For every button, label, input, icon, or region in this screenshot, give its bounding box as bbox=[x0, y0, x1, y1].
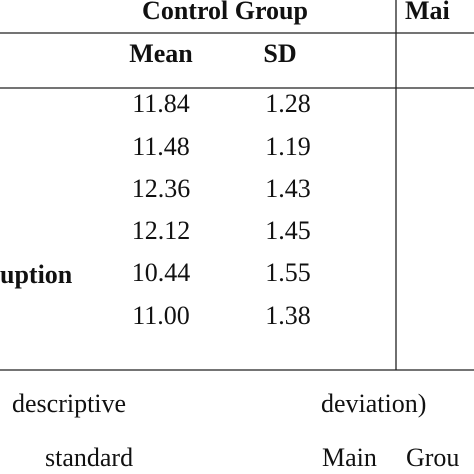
sd-cell: 1.43 bbox=[265, 174, 311, 203]
mean-cell: 11.00 bbox=[132, 301, 190, 330]
column-header: Mean bbox=[129, 39, 193, 68]
row-label: uption bbox=[0, 260, 73, 289]
mean-cell: 11.48 bbox=[132, 132, 190, 161]
caption-word: Grou bbox=[406, 443, 459, 472]
sd-cell: 1.45 bbox=[265, 216, 311, 245]
mean-cell: 12.12 bbox=[132, 216, 191, 245]
caption-word: descriptive bbox=[12, 389, 126, 418]
sd-cell: 1.55 bbox=[265, 258, 311, 287]
mean-cell: 11.84 bbox=[132, 89, 190, 118]
group-header: Mai bbox=[405, 0, 450, 25]
caption-word: Main bbox=[322, 443, 377, 472]
mean-cell: 12.36 bbox=[132, 174, 191, 203]
caption-word: deviation) bbox=[321, 389, 426, 418]
caption-word: standard bbox=[45, 443, 133, 472]
mean-cell: 10.44 bbox=[132, 258, 191, 287]
sd-cell: 1.28 bbox=[265, 89, 311, 118]
column-header: SD bbox=[263, 39, 296, 68]
group-header: Control Group bbox=[142, 0, 308, 25]
sd-cell: 1.19 bbox=[265, 132, 311, 161]
sd-cell: 1.38 bbox=[265, 301, 311, 330]
table-body: 11.84 1.28 11.48 1.19 12.36 1.43 12.12 1.45 10.4… bbox=[132, 89, 311, 330]
